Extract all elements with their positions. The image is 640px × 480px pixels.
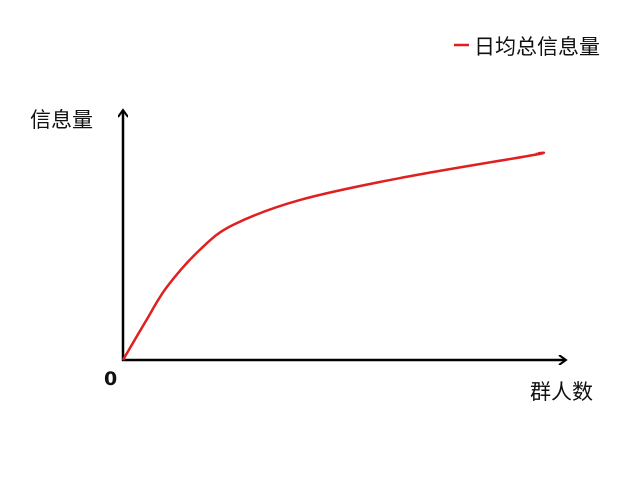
y-axis-label: 信息量 [30, 108, 93, 132]
x-axis-label: 群人数 [530, 380, 593, 404]
series-line-daily-total-info [121, 151, 546, 361]
origin-label: 0 [104, 368, 118, 390]
legend-label: 日均总信息量 [474, 35, 600, 59]
